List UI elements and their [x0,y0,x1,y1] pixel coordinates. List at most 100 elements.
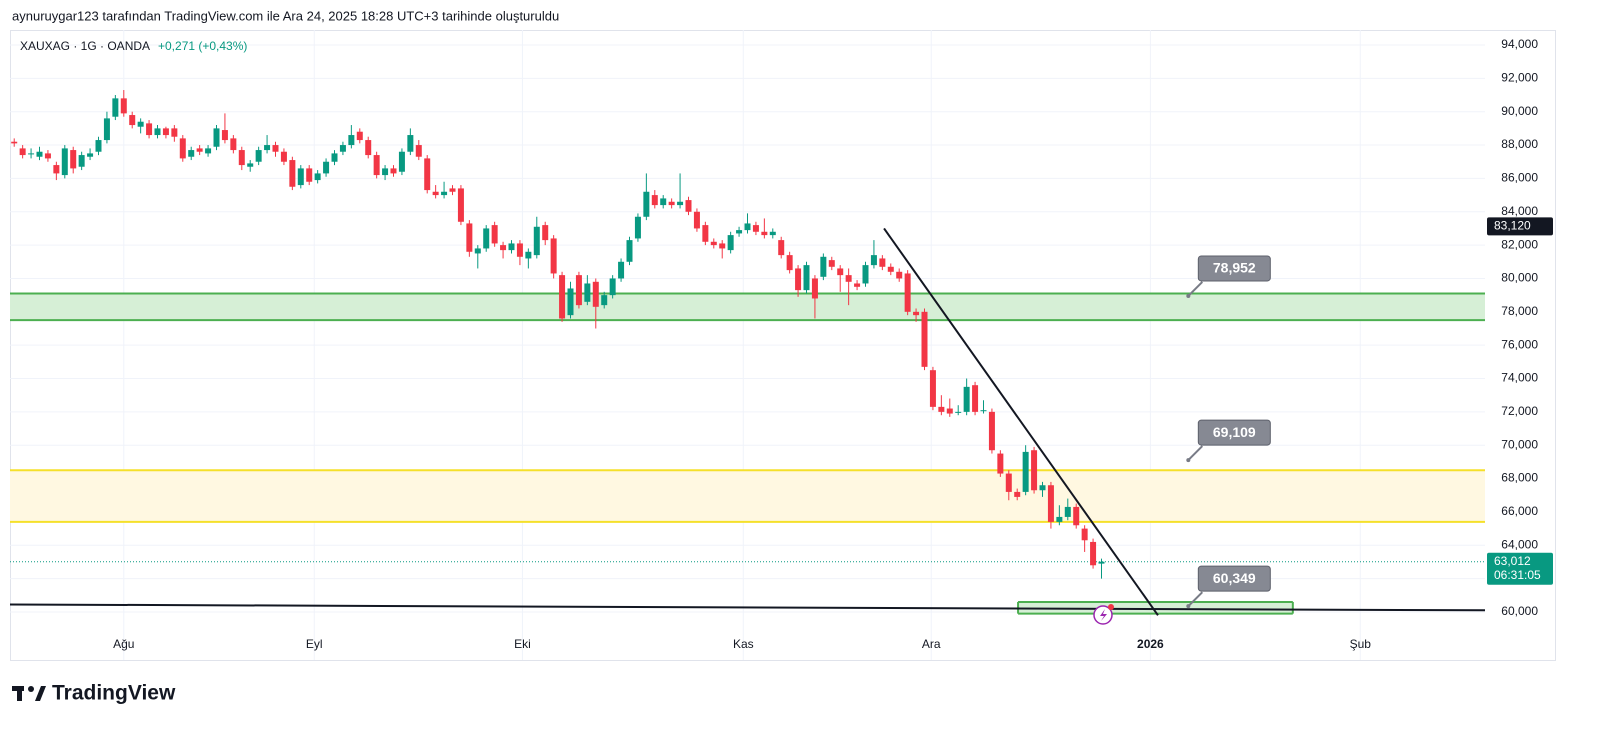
candle-body [1056,516,1063,522]
candle-body [736,230,743,234]
candle-body [769,231,776,236]
x-tick-label: 2026 [1137,637,1164,651]
candle-body [955,411,962,413]
price-tag [1487,552,1553,585]
candle-body [634,216,641,239]
candle-body [862,265,869,284]
y-tick-label: 92,000 [1501,71,1538,85]
candle-body [913,311,920,316]
candle-body [120,98,127,114]
candle-body [542,225,549,241]
candle-body [1031,450,1038,491]
candle-body [980,410,987,412]
header: aynuruygar123 tarafından TradingView.com… [12,8,559,23]
y-tick-label: 68,000 [1501,471,1538,485]
candle-body [601,295,608,306]
candle-body [744,223,751,231]
x-tick-label: Ağu [113,637,134,651]
candle-body [651,195,658,206]
candle-body [221,130,228,141]
candle-body [255,150,262,162]
candle-body [306,168,313,182]
candle-body [1090,541,1097,566]
candle-body [474,248,481,254]
candle-body [28,153,35,155]
candle-body [230,138,237,151]
candle-body [525,251,532,259]
candle-body [289,160,296,187]
candle-body [626,240,633,262]
y-tick-label: 88,000 [1501,137,1538,151]
trend-line [9,603,1486,612]
callout-pointer [1187,591,1204,607]
candle-body [778,240,785,256]
candle-body [53,165,60,174]
candle-body [129,115,136,126]
candle-body [567,288,574,316]
candle-body [500,245,507,251]
y-tick-label: 80,000 [1501,271,1538,285]
candle-body [938,406,945,412]
candle-body [643,191,650,217]
candle-body [70,150,77,169]
candle-body [972,385,979,412]
candle-body [702,225,709,242]
candle-body [845,275,852,282]
candle-body [1022,451,1029,492]
candle-body [398,151,405,172]
symbol: XAUXAG · 1G · OANDA [20,39,150,53]
candle-body [146,123,153,136]
candle-body [238,150,245,166]
callout-label: 78,952 [1213,260,1256,276]
candle-body [837,268,844,276]
candle-body [710,241,717,246]
candle-body [1081,528,1088,541]
y-tick-label: 66,000 [1501,504,1538,518]
candle-body [95,140,102,152]
trend-line [883,227,1159,616]
y-tick-label: 76,000 [1501,337,1538,351]
candle-body [179,138,186,159]
candle-body [1039,485,1046,491]
candle-body [424,158,431,191]
candle-body [264,145,271,151]
candle-body [415,145,422,157]
candle-body [11,141,18,144]
candle-body [1014,491,1021,497]
x-tick-label: Eki [514,637,531,651]
candle-body [162,128,169,136]
x-tick-label: Ara [922,637,941,651]
candle-body [828,260,835,267]
candle-body [921,311,928,367]
x-tick-label: Şub [1350,637,1372,651]
candle-body [609,278,616,296]
brand-logo [12,686,46,701]
change: +0,271 (+0,43%) [158,39,247,53]
candle-body [752,225,759,232]
y-tick-label: 86,000 [1501,171,1538,185]
candle-body [196,148,203,152]
candle-body [441,191,448,196]
candle-body [87,153,94,157]
y-tick-label: 72,000 [1501,404,1538,418]
candle-body [365,140,372,156]
candle-body [103,118,110,141]
candle-body [533,226,540,256]
y-tick-label: 82,000 [1501,237,1538,251]
candle-body [314,173,321,181]
callout-box [1197,565,1271,592]
callout-box [1197,419,1271,446]
candle-body [618,261,625,279]
candle-body [803,265,810,291]
candle-body [668,201,675,206]
candle-body [297,168,304,186]
candle-body [660,198,667,206]
candle-body [188,150,195,157]
brand: TradingView [52,682,176,705]
candle-body [1098,561,1105,564]
candle-body [904,273,911,312]
candle-body [382,168,389,176]
candle-body [1005,473,1012,492]
candle-body [584,283,591,302]
